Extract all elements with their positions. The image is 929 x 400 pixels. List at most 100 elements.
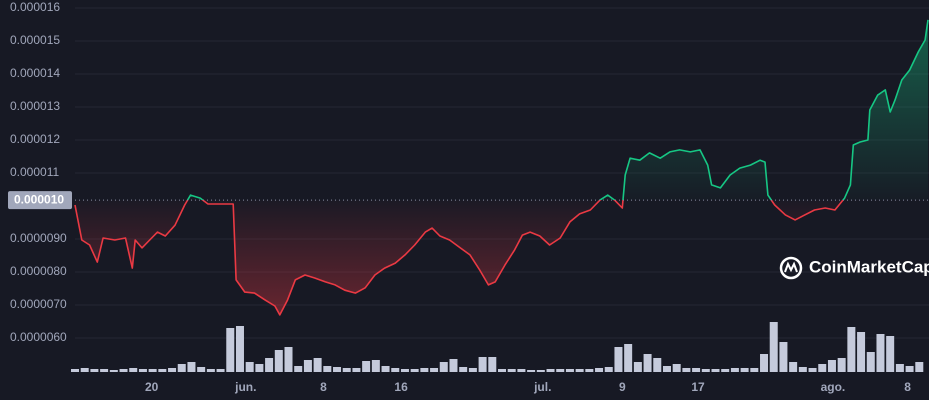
volume-bar <box>352 368 361 372</box>
volume-bar <box>187 362 196 372</box>
volume-bar <box>129 368 138 372</box>
volume-bar <box>682 368 691 372</box>
y-tick-label: 0.000011 <box>10 165 59 179</box>
volume-bar <box>536 370 545 372</box>
x-tick-label: 9 <box>619 380 626 394</box>
volume-bar <box>410 369 419 372</box>
volume-bar <box>478 357 487 372</box>
volume-bar <box>313 358 322 372</box>
volume-bar <box>381 366 390 372</box>
x-tick-label: 16 <box>394 380 408 394</box>
volume-bar <box>769 322 778 372</box>
volume-bar <box>818 364 827 372</box>
x-tick-label: 8 <box>904 380 911 394</box>
x-tick-label: 17 <box>691 380 705 394</box>
volume-bar <box>138 369 147 372</box>
x-tick-label: jun. <box>234 380 256 394</box>
volume-bar <box>488 357 497 372</box>
volume-bar <box>216 369 225 372</box>
y-tick-label: 0.0000070 <box>10 297 67 311</box>
volume-bar <box>333 367 342 372</box>
volume-bar <box>662 366 671 372</box>
volume-bar <box>148 369 157 372</box>
volume-bar <box>168 368 177 372</box>
volume-bar <box>895 364 904 372</box>
volume-bar <box>672 364 681 372</box>
y-tick-label: 0.0000080 <box>10 264 67 278</box>
volume-bar <box>798 367 807 372</box>
volume-bar <box>235 326 244 372</box>
volume-bar <box>750 368 759 372</box>
y-tick-label: 0.000016 <box>10 0 60 14</box>
y-tick-label: 0.000014 <box>10 66 60 80</box>
volume-bar <box>614 347 623 372</box>
volume-bar <box>362 361 371 372</box>
volume-bar <box>468 368 477 372</box>
volume-bar <box>595 368 604 372</box>
baseline-label-box <box>8 191 72 210</box>
volume-bar <box>546 369 555 372</box>
volume-bar <box>837 358 846 372</box>
price-line <box>74 19 929 316</box>
volume-bar <box>119 369 128 372</box>
volume-bar <box>915 362 924 372</box>
volume-bar <box>711 369 720 372</box>
volume-bar <box>342 368 351 372</box>
volume-bar <box>197 367 206 372</box>
volume-bar <box>71 369 79 372</box>
volume-bar <box>565 369 574 372</box>
volume-bar <box>779 342 788 372</box>
volume-bar <box>303 360 312 372</box>
volume-bar <box>100 369 109 372</box>
volume-bar <box>109 370 118 372</box>
volume-bar <box>90 369 99 372</box>
volume-bar <box>255 364 264 372</box>
volume-bar <box>245 362 254 372</box>
volume-bar <box>653 358 662 372</box>
volume-bar <box>391 368 400 372</box>
volume-bar <box>556 369 565 372</box>
volume-bar <box>430 368 439 372</box>
volume-bar <box>400 369 409 372</box>
x-tick-label: ago. <box>821 380 846 394</box>
volume-bar <box>886 336 895 372</box>
volume-bar <box>206 369 215 372</box>
volume-bar <box>789 362 798 372</box>
y-tick-label: 0.000015 <box>10 33 60 47</box>
volume-bar <box>857 332 866 372</box>
volume-bar <box>284 347 293 372</box>
volume-bar <box>847 327 856 372</box>
volume-bar <box>459 367 468 372</box>
volume-bar <box>498 369 506 372</box>
volume-bar <box>721 369 730 372</box>
watermark: CoinMarketCap <box>779 256 929 280</box>
volume-bar <box>730 368 739 372</box>
price-area <box>75 19 929 315</box>
y-tick-label: 0.000012 <box>10 132 60 146</box>
x-tick-label: 8 <box>320 380 327 394</box>
volume-bar <box>624 344 633 372</box>
volume-bar <box>633 362 642 372</box>
volume-bar <box>760 354 769 372</box>
volume-bar <box>876 334 885 372</box>
volume-bar <box>439 362 448 372</box>
y-tick-label: 0.0000090 <box>10 231 67 245</box>
volume-bar <box>80 368 89 372</box>
volume-bar <box>265 358 274 372</box>
y-tick-label: 0.0000060 <box>10 330 67 344</box>
volume-bar <box>517 369 526 372</box>
volume-bar <box>575 369 584 372</box>
volume-bar <box>274 350 283 372</box>
volume-bar <box>294 366 303 372</box>
volume-bar <box>177 364 186 372</box>
volume-bar <box>158 369 167 372</box>
volume-bar <box>420 368 429 372</box>
volume-bar <box>585 369 594 372</box>
baseline-label: 0.000010 <box>14 192 64 206</box>
volume-bar <box>827 360 836 372</box>
volume-bar <box>371 360 380 372</box>
volume-bar <box>701 369 710 372</box>
volume-bar <box>507 369 516 372</box>
volume-bar <box>905 366 914 372</box>
